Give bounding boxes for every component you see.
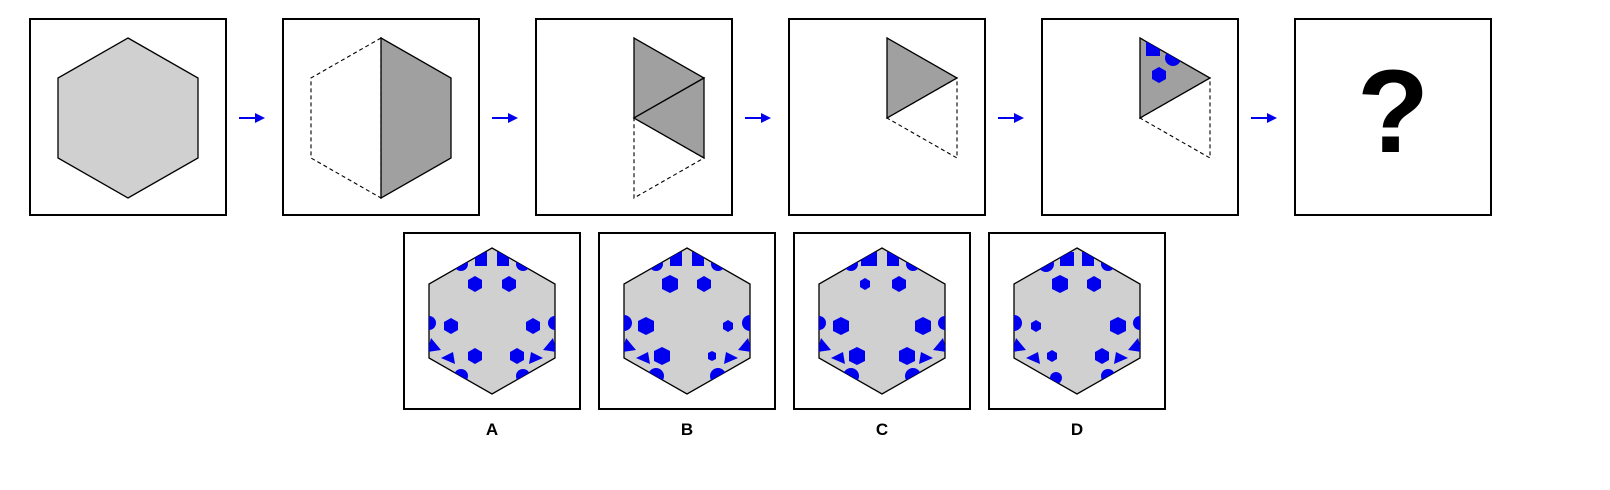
hexagon-figure <box>57 37 199 199</box>
right-arrow-icon <box>998 113 1024 123</box>
option-c[interactable] <box>793 232 971 410</box>
option-a-figure <box>428 247 556 395</box>
sequence-step-4 <box>788 18 986 216</box>
question-mark: ? <box>1356 46 1430 178</box>
right-arrow-icon <box>239 113 265 123</box>
option-a-label: A <box>485 420 499 439</box>
option-b-label: B <box>680 420 694 439</box>
sequence-step-question: ? <box>1294 18 1492 216</box>
right-arrow-icon <box>745 113 771 123</box>
punched-wedge-figure <box>1138 36 1212 159</box>
square-hole <box>1146 42 1160 56</box>
right-arrow-icon <box>1251 113 1277 123</box>
third-fold-figure <box>632 36 706 199</box>
sequence-step-5 <box>1041 18 1239 216</box>
option-c-figure <box>818 247 946 395</box>
wedge-fold-figure <box>885 36 959 159</box>
option-b[interactable] <box>598 232 776 410</box>
half-fold-figure <box>310 36 452 200</box>
option-a[interactable] <box>403 232 581 410</box>
right-arrow-icon <box>492 113 518 123</box>
hexagon-hole <box>1152 67 1166 83</box>
sequence-step-2 <box>282 18 480 216</box>
option-c-label: C <box>875 420 889 439</box>
circle-hole <box>1165 50 1181 66</box>
option-d-figure <box>1013 247 1141 395</box>
option-d[interactable] <box>988 232 1166 410</box>
option-d-label: D <box>1070 420 1084 439</box>
sequence-step-3 <box>535 18 733 216</box>
option-b-figure <box>623 247 751 395</box>
sequence-step-1 <box>29 18 227 216</box>
